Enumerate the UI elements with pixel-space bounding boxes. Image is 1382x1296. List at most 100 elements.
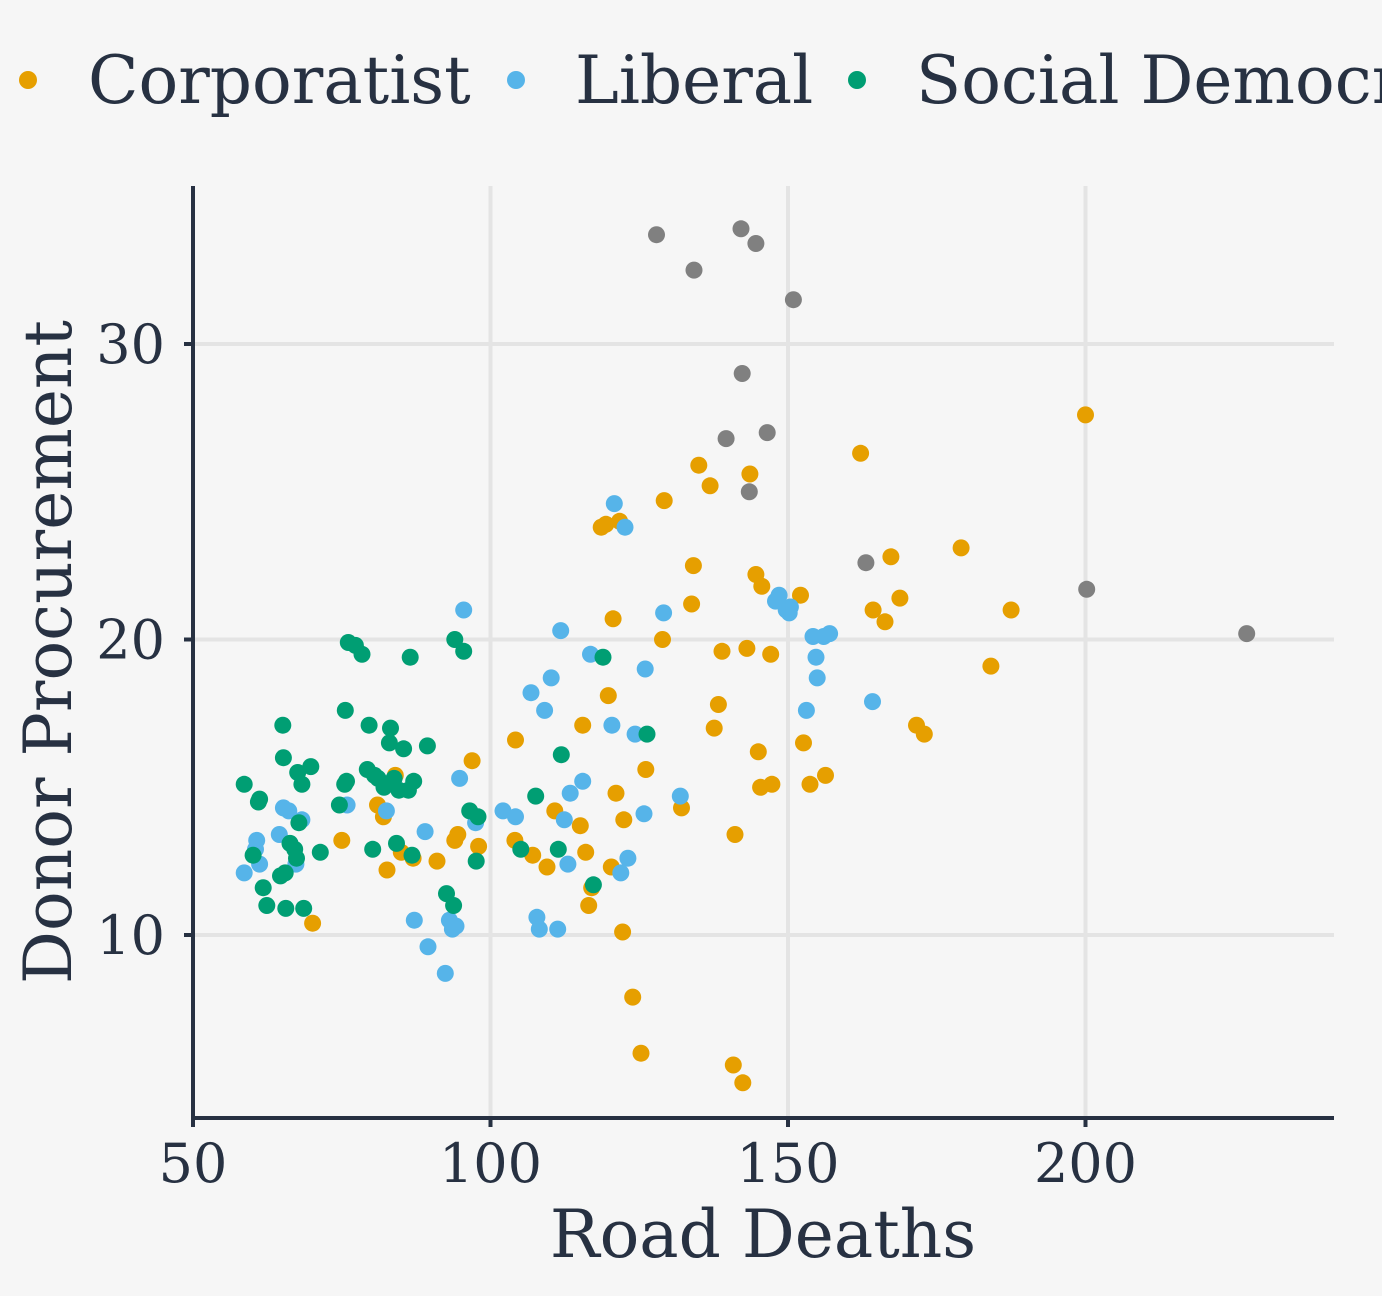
y-axis-ticks: 10 20 30 bbox=[96, 313, 193, 967]
data-point bbox=[635, 805, 653, 823]
data-point bbox=[738, 639, 756, 657]
data-point bbox=[808, 669, 826, 687]
data-point bbox=[747, 235, 765, 252]
data-point bbox=[733, 365, 751, 382]
data-point bbox=[952, 539, 970, 557]
data-point bbox=[655, 492, 673, 510]
data-points bbox=[235, 220, 1256, 1092]
data-point bbox=[552, 622, 570, 640]
data-point bbox=[599, 687, 617, 705]
data-point bbox=[1238, 625, 1256, 643]
data-point bbox=[338, 772, 355, 790]
data-point bbox=[781, 598, 799, 616]
data-point bbox=[638, 725, 656, 743]
data-point bbox=[512, 840, 530, 858]
data-point bbox=[552, 746, 570, 764]
data-point bbox=[807, 648, 825, 666]
legend-swatch-liberal bbox=[507, 71, 525, 89]
data-point bbox=[614, 923, 632, 941]
data-point bbox=[690, 456, 708, 474]
data-point bbox=[648, 226, 665, 244]
data-point bbox=[549, 920, 567, 938]
data-point bbox=[436, 964, 454, 982]
series-social-democratic bbox=[235, 631, 656, 917]
data-point bbox=[619, 849, 637, 867]
data-point bbox=[607, 784, 625, 802]
data-point bbox=[507, 808, 524, 826]
data-point bbox=[469, 808, 487, 826]
data-point bbox=[1002, 601, 1020, 619]
data-point bbox=[632, 1044, 650, 1062]
data-point bbox=[882, 548, 900, 566]
data-point bbox=[584, 876, 602, 894]
data-point bbox=[797, 701, 815, 719]
series-unlabeled bbox=[648, 220, 1256, 643]
data-point bbox=[574, 716, 592, 734]
data-point bbox=[333, 831, 351, 849]
data-point bbox=[311, 843, 329, 861]
data-point bbox=[235, 864, 253, 882]
data-point bbox=[463, 752, 481, 770]
data-point bbox=[724, 1056, 742, 1074]
data-point bbox=[713, 642, 731, 660]
data-point bbox=[915, 725, 933, 743]
data-point bbox=[792, 586, 809, 604]
data-point bbox=[419, 938, 437, 956]
data-point bbox=[821, 625, 839, 643]
data-point bbox=[507, 731, 524, 749]
data-point bbox=[616, 518, 634, 536]
data-point bbox=[734, 1074, 752, 1092]
data-point bbox=[276, 864, 294, 882]
x-tick-label: 100 bbox=[439, 1132, 542, 1195]
data-point bbox=[455, 601, 473, 619]
data-point bbox=[428, 852, 446, 870]
series-corporatist bbox=[304, 406, 1094, 1092]
y-tick-label: 30 bbox=[96, 313, 165, 376]
x-axis-title: Road Deaths bbox=[550, 1196, 976, 1273]
data-point bbox=[277, 899, 295, 917]
data-point bbox=[726, 826, 744, 843]
data-point bbox=[637, 761, 655, 778]
data-point bbox=[290, 814, 308, 832]
data-point bbox=[770, 586, 788, 604]
data-point bbox=[717, 430, 735, 448]
data-point bbox=[455, 642, 473, 660]
data-point bbox=[864, 693, 881, 711]
data-point bbox=[571, 817, 589, 835]
data-point bbox=[251, 790, 269, 808]
data-point bbox=[538, 858, 556, 876]
data-point bbox=[527, 787, 545, 805]
data-point bbox=[364, 840, 382, 858]
data-point bbox=[295, 899, 313, 917]
data-point bbox=[684, 557, 702, 575]
data-point bbox=[378, 861, 396, 879]
data-point bbox=[403, 846, 421, 864]
data-point bbox=[852, 444, 870, 462]
data-point bbox=[288, 849, 305, 867]
gridlines bbox=[193, 186, 1334, 1118]
data-point bbox=[401, 648, 419, 666]
data-point bbox=[580, 897, 598, 914]
data-point bbox=[522, 684, 540, 702]
data-point bbox=[280, 802, 298, 820]
data-point bbox=[445, 897, 463, 914]
y-axis-title: Donor Procurement bbox=[10, 320, 87, 984]
data-point bbox=[655, 604, 673, 622]
data-point bbox=[574, 772, 592, 790]
data-point bbox=[654, 631, 671, 648]
data-point bbox=[671, 787, 689, 805]
data-point bbox=[416, 823, 434, 841]
data-point bbox=[405, 772, 423, 790]
x-axis-ticks: 50 100 150 200 bbox=[159, 1118, 1137, 1195]
data-point bbox=[762, 645, 780, 663]
data-point bbox=[615, 811, 633, 829]
data-point bbox=[377, 802, 395, 820]
data-point bbox=[542, 669, 560, 687]
data-point bbox=[405, 911, 423, 929]
data-point bbox=[876, 613, 894, 631]
data-point bbox=[741, 465, 759, 483]
data-point bbox=[784, 291, 802, 309]
data-point bbox=[594, 648, 612, 666]
